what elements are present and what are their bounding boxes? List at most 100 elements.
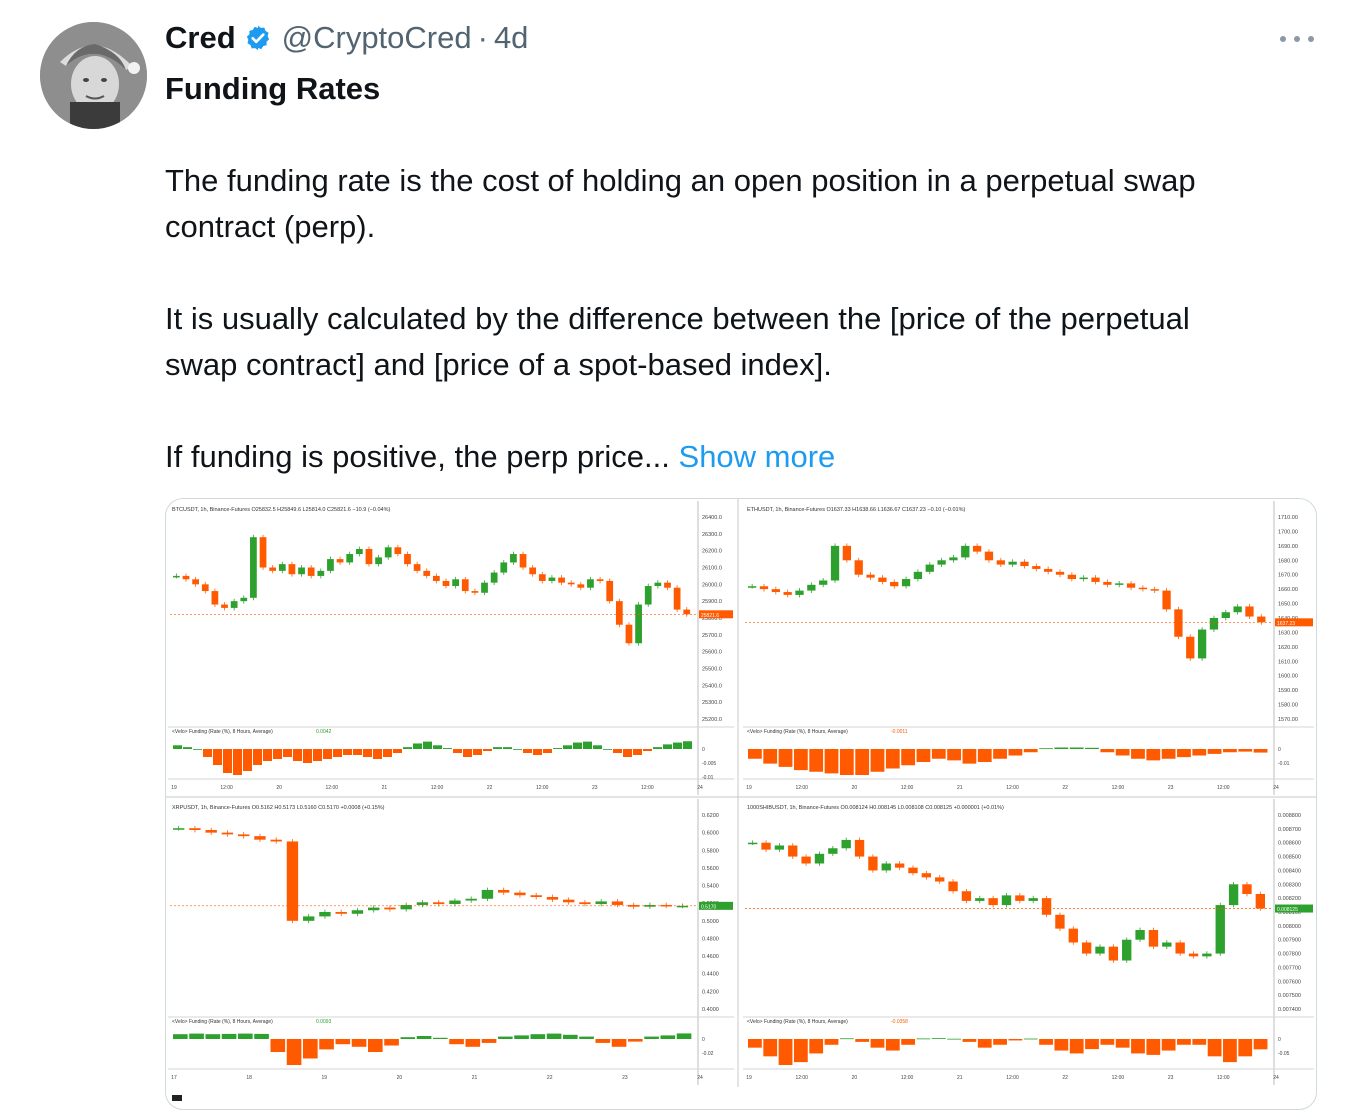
funding-bar <box>947 749 961 761</box>
candle <box>211 591 219 605</box>
candle <box>254 836 266 840</box>
candle <box>771 589 780 593</box>
candle <box>546 897 559 900</box>
time-tick-label: 12:00 <box>795 785 808 791</box>
candle <box>841 839 851 849</box>
candle <box>673 587 681 610</box>
funding-bar <box>473 749 482 755</box>
candle <box>498 889 510 893</box>
tweet-text-line: contract (perp). <box>165 209 376 244</box>
price-tick-label: 0.5400 <box>702 884 719 890</box>
funding-bar <box>368 1039 383 1052</box>
price-tick-label: 0.008500 <box>1278 855 1301 861</box>
price-tick-label: 26000.0 <box>702 582 722 588</box>
indicator-tick-label: 0 <box>1278 747 1281 753</box>
funding-bar <box>530 1034 546 1039</box>
candle <box>819 580 828 585</box>
price-tick-label: 1700.00 <box>1278 529 1298 535</box>
candle <box>173 828 185 830</box>
funding-bar <box>793 1039 808 1063</box>
candle <box>201 584 209 592</box>
candle <box>830 545 840 581</box>
funding-bar <box>483 749 492 751</box>
price-tick-label: 0.007600 <box>1278 979 1301 985</box>
funding-bar <box>498 1036 513 1039</box>
funding-bar <box>1054 747 1069 749</box>
funding-bar <box>1177 749 1191 758</box>
indicator-label: <Velo> Funding (Rate (%), 8 Hours, Avera… <box>172 1019 273 1025</box>
candle <box>625 624 633 644</box>
price-tick-label: 1600.00 <box>1278 674 1298 680</box>
price-tick-label: 0.5800 <box>702 848 719 854</box>
funding-bar <box>203 749 212 757</box>
candle <box>881 863 891 871</box>
price-tick-label: 1650.00 <box>1278 602 1298 608</box>
author-name[interactable]: Cred <box>165 20 236 55</box>
funding-bar <box>223 749 232 773</box>
candle <box>230 601 238 608</box>
candle <box>319 912 331 917</box>
indicator-tick-label: -0.05 <box>1278 1051 1290 1057</box>
tweet-media-image[interactable]: BTCUSDT, 1h, Binance-Futures O25832.5 H2… <box>165 498 1317 1110</box>
funding-bar <box>1131 749 1145 759</box>
funding-bar <box>183 747 192 749</box>
funding-bar <box>1008 749 1023 756</box>
funding-bar <box>633 749 642 755</box>
candle <box>1221 612 1230 618</box>
candle <box>563 899 575 903</box>
author-handle[interactable]: @CryptoCred <box>281 20 472 55</box>
last-price-label: 1637.23 <box>1277 621 1295 627</box>
price-tick-label: 0.008800 <box>1278 813 1301 819</box>
price-tick-label: 0.5600 <box>702 866 719 872</box>
time-tick-label: 23 <box>1168 1075 1174 1081</box>
funding-bar <box>233 749 242 775</box>
funding-bar <box>1253 1039 1268 1050</box>
candle <box>961 545 970 558</box>
price-tick-label: 25200.0 <box>702 717 722 723</box>
price-tick-label: 1660.00 <box>1278 587 1298 593</box>
funding-bar <box>1146 1039 1161 1055</box>
price-tick-label: 0.4800 <box>702 936 719 942</box>
time-tick-label: 23 <box>1168 785 1174 791</box>
last-price-label: 0.008125 <box>1277 907 1298 913</box>
price-tick-label: 0.008700 <box>1278 827 1301 833</box>
candle <box>988 898 998 906</box>
funding-bar <box>1069 747 1084 749</box>
price-tick-label: 1630.00 <box>1278 630 1298 636</box>
funding-bar <box>1115 749 1130 756</box>
time-tick-label: 22 <box>547 1075 553 1081</box>
price-tick-label: 0.007400 <box>1278 1007 1301 1013</box>
funding-bar <box>481 1039 497 1043</box>
more-dots-icon[interactable] <box>1280 26 1314 52</box>
candle <box>683 609 691 615</box>
funding-bar <box>839 1038 854 1040</box>
time-tick-label: 21 <box>957 1075 963 1081</box>
funding-bar <box>809 749 824 772</box>
time-tick-label: 12:00 <box>1112 785 1125 791</box>
price-tick-label: 0.4000 <box>702 1007 719 1013</box>
time-tick-label: 17 <box>171 1075 177 1081</box>
timestamp[interactable]: 4d <box>493 20 529 55</box>
time-tick-label: 24 <box>697 785 703 791</box>
funding-bar <box>1161 1039 1176 1051</box>
funding-bar <box>286 1039 302 1065</box>
candle <box>949 557 958 561</box>
funding-bar <box>603 749 612 750</box>
price-tick-label: 0.4400 <box>702 972 719 978</box>
indicator-value: 0.0042 <box>316 729 332 735</box>
candle <box>1122 939 1132 961</box>
last-price-tag <box>699 901 733 910</box>
candle <box>615 601 623 625</box>
candle <box>948 881 958 892</box>
time-tick-label: 12:00 <box>536 785 549 791</box>
avatar[interactable] <box>40 22 147 129</box>
candle <box>465 898 477 901</box>
funding-bar <box>778 749 793 767</box>
funding-bar <box>962 749 977 764</box>
candle <box>611 901 624 905</box>
show-more-link[interactable]: Show more <box>678 439 836 474</box>
candle <box>452 579 459 587</box>
chart-header: XRPUSDT, 1h, Binance-Futures O0.5162 H0.… <box>172 805 385 811</box>
candle <box>449 900 461 905</box>
candle <box>761 842 771 850</box>
